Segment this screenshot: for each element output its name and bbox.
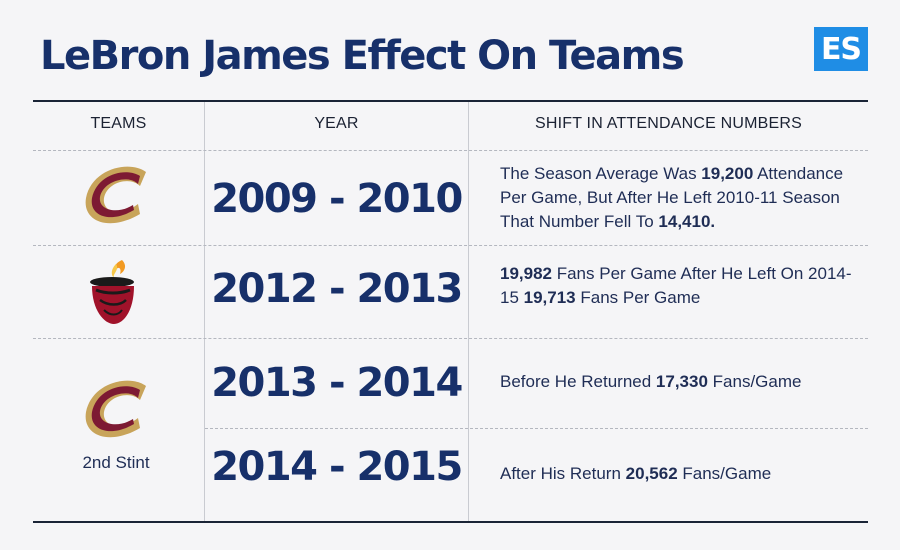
year-cell: 2012 - 2013 [211, 266, 463, 312]
year-cell: 2013 - 2014 [211, 360, 463, 406]
column-divider [468, 102, 469, 521]
attendance-description: After His Return 20,562 Fans/Game [500, 464, 772, 483]
year-cell: 2009 - 2010 [211, 176, 463, 222]
column-header-teams: TEAMS [90, 115, 147, 132]
attendance-description: 19,982 Fans Per Game After He Left On 20… [500, 264, 852, 307]
page-title: LeBron James Effect On Teams [40, 33, 685, 79]
row-divider [205, 428, 868, 429]
attendance-description: Before He Returned 17,330 Fans/Game [500, 372, 802, 391]
column-header-shift: SHIFT IN ATTENDANCE NUMBERS [534, 115, 803, 132]
column-divider [204, 102, 205, 521]
cavaliers-c-logo-icon [85, 380, 146, 438]
row-divider [33, 245, 868, 246]
table-bottom-rule [33, 521, 868, 523]
column-header-year: YEAR [314, 115, 359, 132]
cavaliers-c-logo-icon [85, 166, 146, 224]
team-label: 2nd Stint [82, 453, 150, 472]
table-top-rule [33, 100, 868, 102]
row-divider [33, 338, 868, 339]
miami-heat-logo-icon [90, 260, 134, 324]
brand-logo-badge: ES [814, 27, 868, 71]
year-cell: 2014 - 2015 [211, 444, 463, 490]
row-divider [33, 150, 868, 151]
attendance-description: The Season Average Was 19,200 Attendance… [500, 164, 844, 231]
